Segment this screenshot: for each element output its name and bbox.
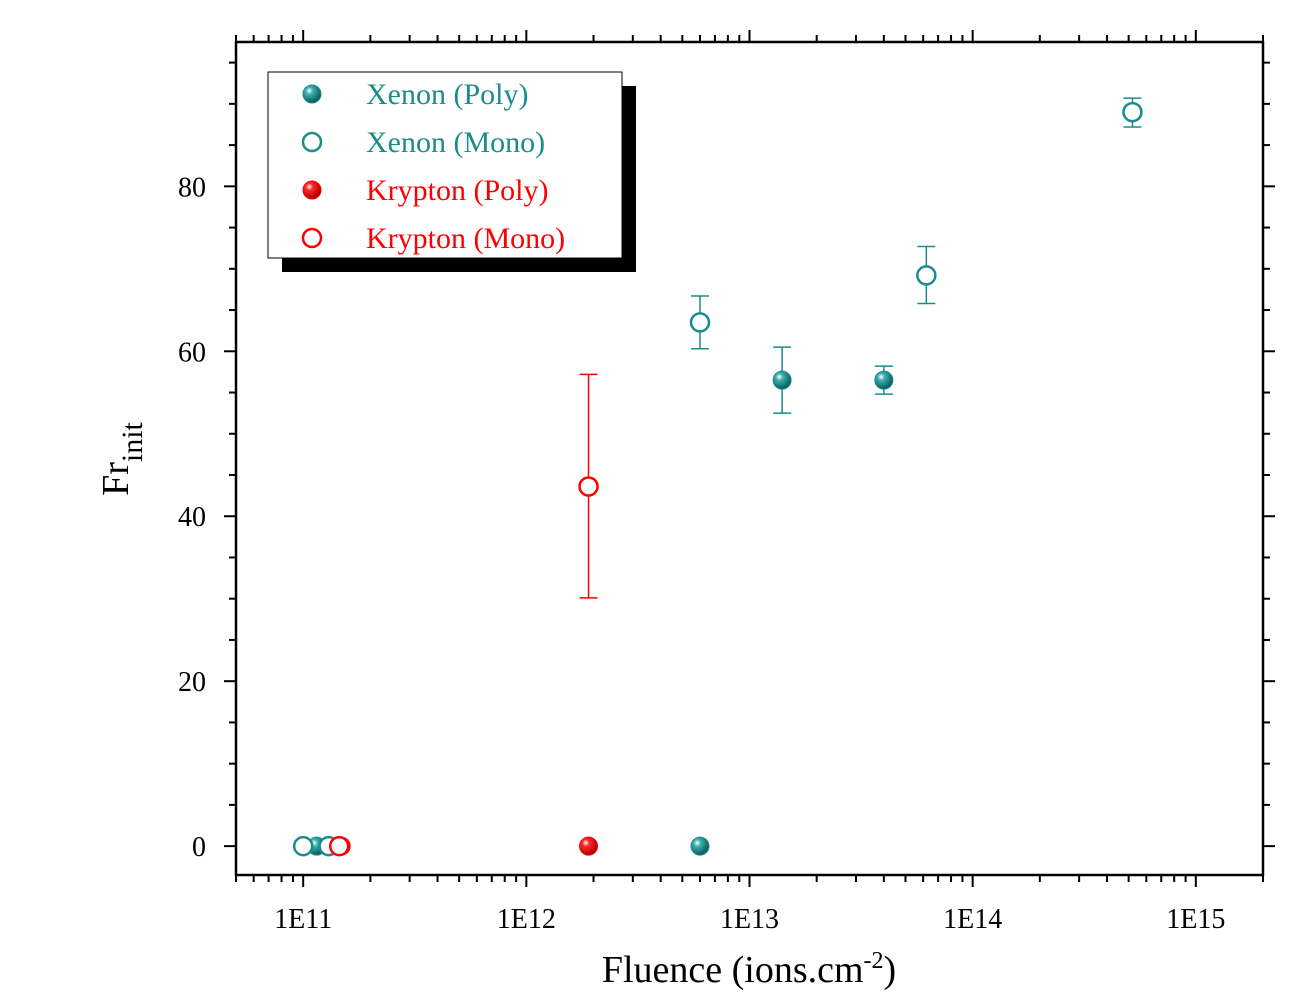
x-tick-label: 1E13: [720, 904, 779, 935]
legend-marker: [302, 84, 322, 104]
legend-box: [267, 71, 623, 259]
data-point: [328, 835, 350, 857]
axis-ticks: [224, 30, 1275, 887]
legend-marker: [302, 180, 322, 200]
data-point: [579, 836, 599, 856]
y-tick-label: 80: [178, 172, 206, 203]
legend-label: Krypton (Mono): [366, 222, 565, 255]
legend-label: Krypton (Poly): [366, 174, 549, 207]
data-point: [916, 265, 937, 286]
data-point: [689, 312, 711, 333]
y-tick-label: 60: [178, 337, 206, 368]
data-point: [772, 370, 792, 390]
data-point: [578, 476, 599, 497]
legend: Xenon (Poly) Xenon (Mono) Krypton (Poly) Kr…: [267, 71, 636, 272]
x-tick-label: 1E11: [274, 904, 332, 935]
y-tick-label: 20: [178, 667, 206, 698]
data-point: [690, 836, 710, 856]
axis-tick-labels: 1E11 1E12 1E13 1E14 1E15 0 20 40 60 80: [178, 172, 1225, 935]
y-tick-label: 0: [192, 832, 206, 863]
y-axis-title: Frinit: [95, 421, 149, 495]
error-bars: [579, 97, 1142, 599]
legend-marker: [301, 227, 323, 249]
legend-label: Xenon (Poly): [366, 78, 528, 111]
data-point: [874, 370, 894, 390]
data-points: [292, 101, 1143, 857]
legend-label: Xenon (Mono): [366, 126, 545, 159]
x-axis-title: Fluence (ions.cm-2): [602, 948, 896, 991]
y-tick-label: 40: [178, 502, 206, 533]
data-point: [1122, 101, 1143, 123]
data-point: [292, 835, 314, 857]
legend-marker: [301, 131, 323, 153]
x-tick-label: 1E12: [497, 904, 556, 935]
x-tick-label: 1E14: [943, 904, 1002, 935]
x-tick-label: 1E15: [1166, 904, 1225, 935]
